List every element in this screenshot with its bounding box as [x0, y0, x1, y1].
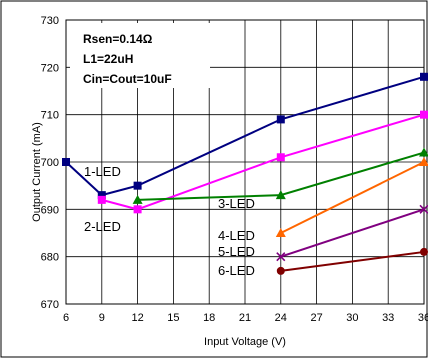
- y-tick-label: 690: [41, 204, 59, 216]
- series-label: 5-LED: [218, 244, 255, 259]
- x-tick-label: 21: [239, 312, 251, 324]
- data-point: [132, 194, 143, 204]
- y-tick-label: 700: [41, 157, 59, 169]
- x-tick-label: 30: [346, 312, 358, 324]
- data-point: [97, 191, 106, 200]
- annotation-text: L1=22uH: [83, 52, 133, 66]
- series-line: [280, 161, 425, 234]
- data-point: [276, 115, 285, 124]
- series-3-led: [132, 147, 428, 204]
- x-tick-label: 9: [99, 312, 105, 324]
- series-5-led: [276, 204, 428, 262]
- y-axis-label: Output Current (mA): [31, 122, 43, 222]
- annotations: Rsen=0.14Ω L1=22uH Cin=Cout=10uF: [70, 23, 210, 88]
- y-tick-label: 670: [41, 299, 59, 311]
- data-point: [419, 157, 428, 166]
- y-tick-label: 680: [41, 252, 59, 264]
- x-tick-label: 18: [203, 312, 215, 324]
- x-tick-label: 6: [63, 312, 69, 324]
- data-point: [276, 252, 286, 262]
- y-tick-label: 730: [41, 15, 59, 27]
- data-point: [62, 158, 70, 166]
- data-point: [420, 110, 428, 119]
- data-point: [275, 190, 286, 200]
- data-point: [420, 72, 428, 81]
- series-label: 1-LED: [84, 164, 121, 179]
- data-point: [133, 205, 142, 214]
- annotation-text: Cin=Cout=10uF: [83, 72, 172, 86]
- data-point: [419, 147, 428, 157]
- series-label: 2-LED: [84, 219, 121, 234]
- series-line: [280, 250, 425, 272]
- x-tick-label: 36: [418, 312, 428, 324]
- annotation-text: Rsen=0.14Ω: [83, 32, 153, 46]
- data-point: [133, 181, 142, 190]
- annotation-background: [70, 23, 210, 88]
- x-tick-label: 15: [167, 312, 179, 324]
- tick-labels: 6 9 12 15 18 21 24 27 30 33 36 670 680 690 700 710 720 73…: [41, 15, 428, 324]
- series-6-led: [276, 247, 428, 275]
- x-tick-label: 27: [310, 312, 322, 324]
- data-point: [420, 247, 428, 256]
- data-point: [275, 228, 286, 237]
- x-axis-label: Input Voltage (V): [204, 336, 286, 348]
- series-label: 6-LED: [218, 263, 255, 278]
- series-line: [101, 113, 425, 211]
- data-point: [419, 204, 428, 214]
- y-tick-label: 720: [41, 62, 59, 74]
- data-point: [276, 153, 285, 162]
- y-tick-label: 710: [41, 110, 59, 122]
- series-label: 3-LED: [218, 196, 255, 211]
- series-line: [280, 208, 425, 258]
- series-label: 4-LED: [218, 228, 255, 243]
- series-1-led: [62, 72, 428, 200]
- data-point: [276, 266, 285, 275]
- data-point: [97, 195, 106, 204]
- x-tick-label: 33: [382, 312, 394, 324]
- series-group: [62, 72, 428, 275]
- x-tick-label: 24: [275, 312, 287, 324]
- series-4-led: [275, 157, 428, 237]
- series-2-led: [97, 110, 428, 214]
- x-tick-label: 12: [131, 312, 143, 324]
